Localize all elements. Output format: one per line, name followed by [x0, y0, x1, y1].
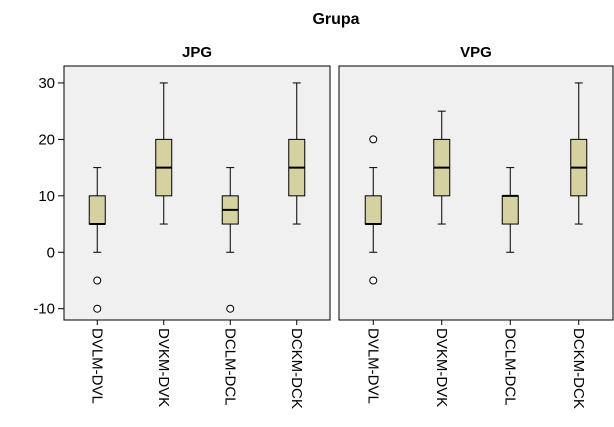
x-tick-label: DCKM-DCK: [570, 328, 587, 409]
facet-label: JPG: [182, 44, 212, 61]
x-tick-label: DVLM-DVL: [364, 328, 381, 404]
outlier-point: [226, 304, 235, 313]
chart-title: Grupa: [312, 11, 359, 28]
x-tick-label: DVKM-DVK: [433, 328, 450, 407]
y-tick-label: 0: [47, 244, 55, 261]
x-tick-label: DVKM-DVK: [155, 328, 172, 407]
outlier-point: [369, 276, 378, 285]
panel-jpg: [63, 65, 331, 321]
x-tick-label: DCLM-DCL: [221, 328, 238, 406]
outlier-point: [369, 135, 378, 144]
box-dvlm-dvl: [88, 195, 106, 225]
y-tick-label: -10: [33, 301, 55, 318]
panels-layer: -10 0 10 20 30 JPG DVLM-DVL DVKM-DVK DCLM-DCL DCK…: [33, 44, 614, 409]
panel-vpg: [338, 65, 614, 321]
box-dvlm-dvl: [364, 195, 382, 225]
x-tick-label: DVLM-DVL: [88, 328, 105, 404]
x-tick-label: DCKM-DCK: [288, 328, 305, 409]
outlier-point: [93, 276, 102, 285]
y-tick-label: 10: [38, 188, 55, 205]
outlier-point: [93, 304, 102, 313]
facet-label: VPG: [460, 44, 492, 61]
y-tick-label: 30: [38, 75, 55, 92]
y-tick-label: 20: [38, 131, 55, 148]
box-dclm-dcl: [501, 195, 519, 225]
x-tick-label: DCLM-DCL: [501, 328, 518, 406]
